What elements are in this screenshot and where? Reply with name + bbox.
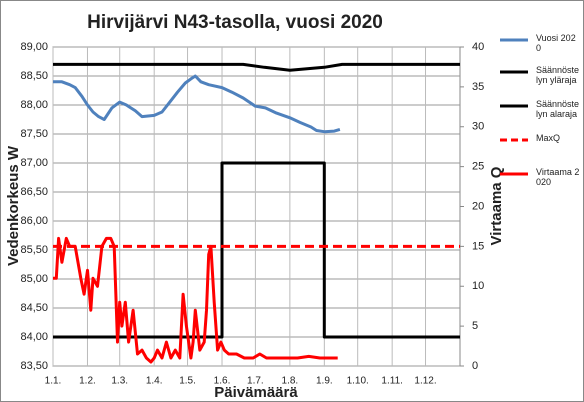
series-line [53,236,338,364]
y2-tick-label: 35 [472,81,484,93]
y-tick-label: 83,50 [20,360,48,372]
y2-tick-label: 10 [472,280,484,292]
x-axis-label: Päivämäärä [214,384,298,401]
x-tick-label: 1.11. [381,376,403,387]
y-tick-label: 87,50 [20,128,48,140]
y-tick-label: 85,00 [20,273,48,285]
x-tick-label: 1.9. [316,376,333,387]
x-tick-label: 1.1. [45,376,62,387]
y2-tick-label: 5 [472,320,478,332]
y-tick-label: 84,00 [20,331,48,343]
legend-label: Säännöstelyn alaraja [536,99,580,119]
y-tick-label: 89,00 [20,41,48,53]
legend-label: Vuosi 2020 [536,33,576,53]
series-line [53,74,341,134]
y2-tick-label: 15 [472,240,484,252]
y2-tick-label: 40 [472,41,484,53]
y-tick-label: 86,00 [20,215,48,227]
series-line [53,62,460,72]
legend-label: Säännöstelyn yläraja [536,65,580,85]
y-axis-label: Vedenkorkeus W [5,145,22,266]
legend-label: MaxQ [536,133,561,143]
y2-tick-label: 20 [472,200,484,212]
x-tick-label: 1.2. [79,376,96,387]
y-tick-label: 88,50 [20,70,48,82]
y-tick-label: 84,50 [20,302,48,314]
x-tick-label: 1.12. [414,376,436,387]
chart-title: Hirvijärvi N43-tasolla, vuosi 2020 [87,12,383,33]
x-tick-label: 1.10. [347,376,369,387]
legend-label: Virtaama 2020 [536,167,580,187]
y2-tick-label: 30 [472,121,484,133]
y-tick-label: 85,50 [20,244,48,256]
y-tick-label: 86,50 [20,186,48,198]
x-tick-label: 1.3. [111,376,128,387]
x-tick-label: 1.6. [214,376,231,387]
plot-area [52,46,461,367]
x-tick-label: 1.5. [179,376,196,387]
x-tick-label: 1.8. [282,376,299,387]
x-tick-label: 1.7. [247,376,264,387]
y-tick-label: 87,00 [20,157,48,169]
y-tick-label: 88,00 [20,99,48,111]
y2-tick-label: 0 [472,360,478,372]
y2-tick-label: 25 [472,161,484,173]
y2-axis-label: Virtaama Q [488,166,505,245]
x-tick-label: 1.4. [146,376,163,387]
